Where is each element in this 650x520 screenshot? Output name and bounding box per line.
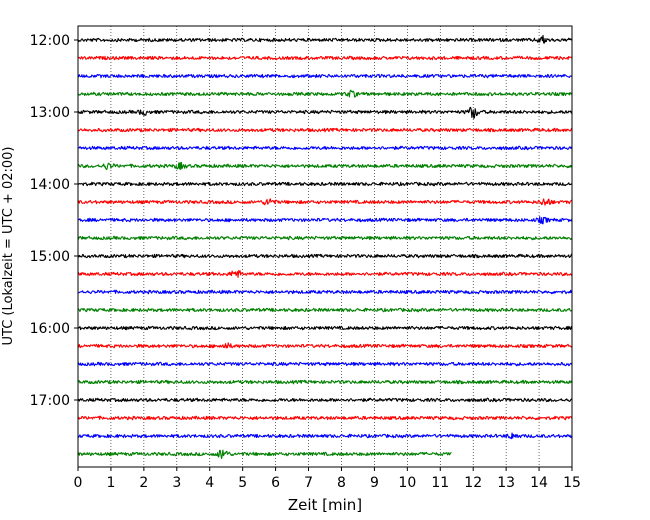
x-tick-label: 14: [530, 475, 548, 491]
seismic-trace: [77, 181, 573, 187]
seismic-trace: [77, 342, 573, 349]
seismic-trace: [77, 73, 573, 79]
seismic-trace: [77, 379, 573, 385]
x-tick-label: 11: [431, 475, 449, 491]
x-tick-label: 6: [271, 475, 280, 491]
x-tick-label: 3: [172, 475, 181, 491]
seismic-trace: [77, 127, 573, 133]
seismic-trace: [77, 55, 573, 61]
seismic-trace: [77, 325, 573, 331]
seismic-trace: [77, 145, 573, 151]
x-tick-label: 8: [337, 475, 346, 491]
x-tick-label: 13: [497, 475, 515, 491]
seismic-trace: [77, 289, 573, 295]
seismic-trace: [77, 198, 573, 206]
y-tick-label: 15:00: [30, 249, 70, 265]
x-tick-label: 0: [74, 475, 83, 491]
seismic-trace: [77, 361, 573, 367]
seismic-trace: [77, 270, 573, 278]
seismic-trace: [77, 397, 573, 403]
x-tick-label: 12: [464, 475, 482, 491]
plot-frame: [77, 25, 573, 468]
y-tick-label: 16:00: [30, 321, 70, 337]
y-tick-label: 12:00: [30, 33, 70, 49]
x-tick-label: 5: [238, 475, 247, 491]
seismic-trace: [77, 253, 573, 259]
seismic-trace: [77, 415, 573, 421]
x-tick-label: 4: [205, 475, 214, 491]
y-axis: 12:00 13:00 14:00 15:00 16:00 17:00: [30, 33, 78, 409]
x-tick-label: 2: [139, 475, 148, 491]
x-axis: 0 1 2 3 4 5 6 7 8 9 10 11 12 13 14 15: [74, 467, 581, 491]
seismic-trace: [77, 106, 573, 119]
y-tick-label: 13:00: [30, 105, 70, 121]
seismic-trace: [77, 449, 452, 460]
x-tick-label: 7: [304, 475, 313, 491]
seismic-trace: [77, 216, 573, 225]
seismic-trace: [77, 307, 573, 313]
x-tick-label: 9: [370, 475, 379, 491]
x-tick-label: 15: [563, 475, 581, 491]
seismic-trace: [77, 89, 573, 98]
seismic-trace: [77, 235, 573, 241]
seismic-trace: [77, 432, 573, 440]
y-axis-title: UTC (Lokalzeit = UTC + 02:00): [1, 147, 16, 346]
x-tick-label: 10: [398, 475, 416, 491]
x-axis-title: Zeit [min]: [288, 496, 362, 514]
seismic-traces: [77, 34, 573, 460]
seismic-trace: [77, 34, 573, 44]
y-tick-label: 17:00: [30, 393, 70, 409]
x-tick-label: 1: [106, 475, 115, 491]
seismic-trace: [77, 161, 573, 171]
y-tick-label: 14:00: [30, 177, 70, 193]
